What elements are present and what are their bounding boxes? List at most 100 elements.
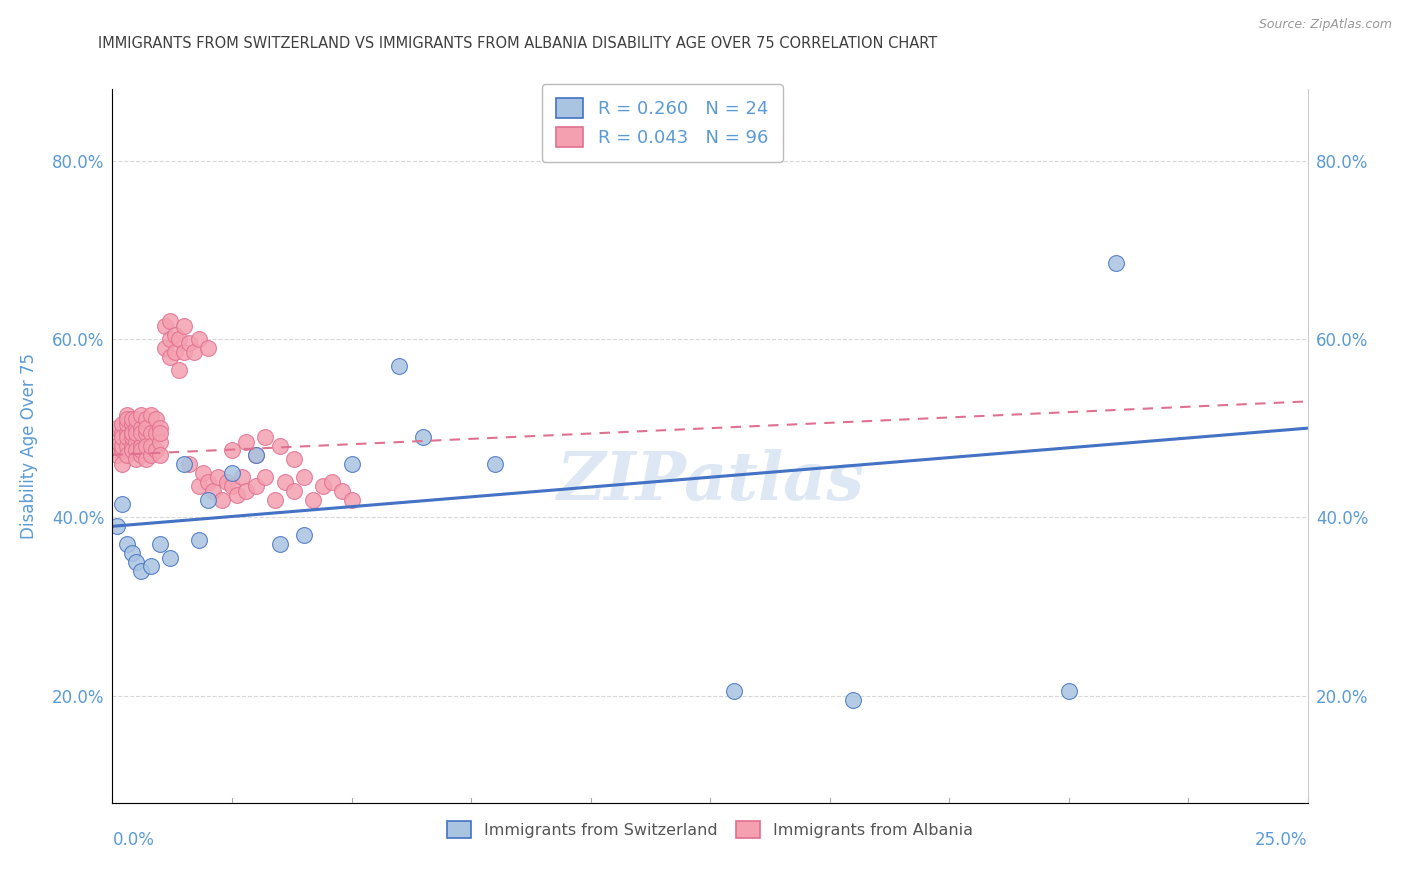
Point (111, 439, 134, 453)
Point (292, 470, 315, 484)
Point (245, 479, 267, 493)
Point (125, 555, 148, 569)
Point (135, 439, 157, 453)
Point (254, 470, 277, 484)
Point (115, 425, 138, 440)
Point (111, 425, 134, 440)
Point (292, 528, 315, 542)
Y-axis label: Disability Age Over 75: Disability Age Over 75 (20, 353, 38, 539)
Point (173, 457, 195, 471)
Point (139, 448, 162, 462)
Point (111, 443, 134, 458)
Point (139, 439, 162, 453)
Point (105, 448, 128, 462)
Point (115, 439, 138, 453)
Point (159, 350, 181, 364)
Point (388, 359, 411, 373)
Point (269, 439, 291, 453)
Point (135, 412, 157, 426)
Point (269, 537, 291, 551)
Point (115, 448, 138, 462)
Point (115, 412, 138, 426)
Point (330, 483, 353, 498)
Point (121, 430, 143, 444)
Point (193, 466, 215, 480)
Point (153, 318, 176, 333)
Text: 0.0%: 0.0% (112, 831, 155, 849)
Point (111, 430, 134, 444)
Point (139, 408, 162, 422)
Point (149, 421, 172, 435)
Point (149, 537, 172, 551)
Point (105, 421, 128, 435)
Point (105, 439, 128, 453)
Point (245, 448, 267, 462)
Point (129, 443, 152, 458)
Point (1105, 256, 1128, 270)
Point (145, 425, 167, 440)
Point (225, 488, 247, 502)
Point (111, 457, 134, 471)
Point (115, 537, 138, 551)
Point (129, 564, 152, 578)
Point (207, 470, 229, 484)
Point (302, 492, 325, 507)
Point (264, 492, 287, 507)
Point (173, 318, 195, 333)
Point (129, 408, 152, 422)
Point (159, 332, 181, 346)
Point (111, 497, 134, 511)
Point (145, 443, 167, 458)
Point (139, 559, 162, 574)
Text: IMMIGRANTS FROM SWITZERLAND VS IMMIGRANTS FROM ALBANIA DISABILITY AGE OVER 75 CO: IMMIGRANTS FROM SWITZERLAND VS IMMIGRANT… (98, 36, 938, 51)
Point (183, 345, 205, 359)
Point (105, 519, 128, 533)
Point (221, 443, 243, 458)
Point (321, 475, 343, 489)
Point (105, 430, 128, 444)
Point (312, 479, 335, 493)
Point (105, 443, 128, 458)
Point (1057, 684, 1080, 698)
Text: Source: ZipAtlas.com: Source: ZipAtlas.com (1258, 18, 1392, 31)
Point (125, 443, 148, 458)
Point (484, 457, 506, 471)
Point (121, 439, 143, 453)
Point (254, 430, 277, 444)
Point (121, 412, 143, 426)
Point (187, 533, 209, 547)
Point (842, 693, 865, 707)
Point (129, 448, 152, 462)
Point (121, 443, 143, 458)
Point (125, 452, 148, 467)
Point (197, 341, 219, 355)
Point (723, 684, 745, 698)
Point (125, 434, 148, 449)
Point (173, 345, 195, 359)
Point (111, 417, 134, 431)
Point (163, 345, 186, 359)
Point (187, 332, 209, 346)
Point (211, 492, 233, 507)
Point (197, 492, 219, 507)
Point (201, 483, 224, 498)
Point (283, 452, 305, 467)
Point (115, 417, 138, 431)
Point (221, 466, 243, 480)
Point (121, 425, 143, 440)
Point (231, 470, 253, 484)
Point (159, 314, 181, 328)
Point (149, 434, 172, 449)
Point (121, 546, 143, 560)
Point (340, 457, 363, 471)
Point (153, 341, 176, 355)
Point (115, 430, 138, 444)
Point (197, 475, 219, 489)
Point (149, 425, 172, 440)
Point (125, 412, 148, 426)
Point (177, 336, 200, 351)
Text: 25.0%: 25.0% (1256, 831, 1308, 849)
Point (129, 421, 152, 435)
Point (235, 434, 257, 449)
Point (125, 421, 148, 435)
